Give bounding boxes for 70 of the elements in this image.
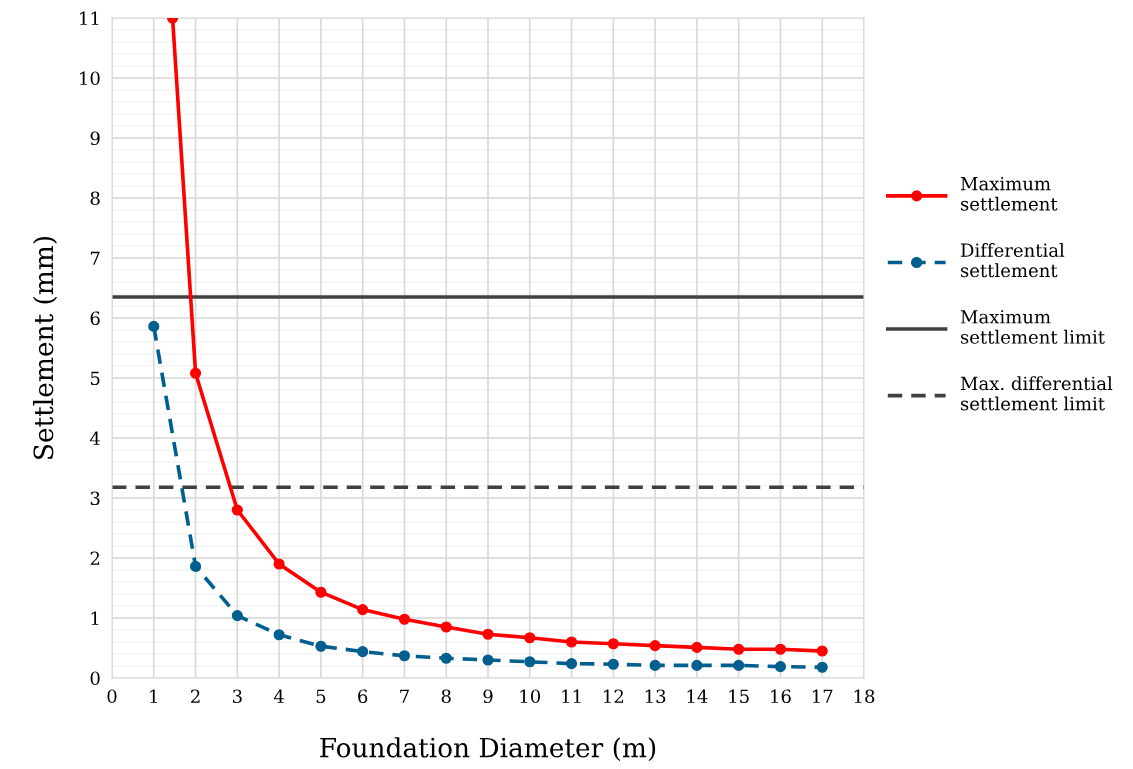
point (607, 638, 619, 650)
point (398, 650, 411, 662)
point (524, 632, 536, 644)
point (482, 654, 494, 666)
y-tick-label: 11 (80, 11, 99, 25)
point (482, 628, 494, 640)
y-tick-label: 8 (90, 191, 100, 206)
point (733, 659, 745, 671)
x-tick-label: 16 (771, 689, 791, 704)
point (231, 610, 243, 622)
x-tick-label: 17 (812, 689, 833, 703)
point (398, 613, 411, 625)
point (565, 636, 578, 648)
x-tick-label: 8 (441, 689, 451, 704)
x-tick-label: 3 (232, 689, 242, 704)
y-tick-label: 3 (90, 491, 100, 506)
point (691, 641, 703, 653)
y-tick-label: 5 (90, 371, 100, 386)
x-tick-label: 0 (107, 689, 117, 704)
y-tick-label: 7 (90, 251, 100, 265)
point (189, 367, 202, 379)
x-tick-label: 13 (645, 689, 666, 704)
point (565, 658, 578, 670)
x-tick-label: 12 (604, 689, 624, 703)
point (189, 560, 202, 572)
point (691, 659, 703, 671)
x-tick-label: 6 (358, 689, 368, 704)
y-tick-label: 6 (90, 311, 100, 326)
x-tick-label: 2 (191, 689, 200, 703)
point (148, 320, 160, 332)
point (357, 646, 369, 658)
legend-label: Max. differential settlement limit (960, 376, 1113, 411)
y-tick-label: 0 (90, 671, 100, 686)
point (440, 652, 452, 664)
x-tick-label: 7 (400, 689, 409, 703)
point (607, 658, 619, 670)
x-tick-label: 15 (729, 689, 749, 704)
y-tick-label: 4 (89, 431, 100, 445)
y-tick-label: 9 (90, 131, 100, 146)
x-tick-label: 10 (520, 689, 541, 704)
y-tick-label: 1 (91, 611, 99, 625)
point (231, 504, 243, 516)
point (774, 643, 787, 655)
point (440, 621, 452, 633)
point (315, 640, 327, 652)
point (733, 643, 745, 655)
legend-label: Differential settlement (960, 243, 1065, 278)
point (273, 629, 285, 641)
point (649, 640, 661, 652)
point (357, 604, 369, 616)
point (273, 558, 285, 570)
x-tick-label: 1 (150, 689, 157, 703)
x-tick-label: 11 (562, 689, 581, 703)
legend-label: Maximum settlement (960, 176, 1058, 211)
x-axis-title: Foundation Diameter (m) (320, 737, 656, 762)
point (816, 645, 828, 657)
y-tick-label: 2 (90, 551, 100, 565)
legend-label: Maximum settlement limit (960, 310, 1105, 344)
point (816, 661, 828, 673)
x-tick-label: 18 (854, 689, 875, 704)
point (649, 659, 661, 671)
point (774, 661, 787, 673)
y-axis-title: Settlement (mm) (32, 236, 58, 459)
point (315, 586, 327, 598)
x-tick-label: 5 (316, 689, 326, 704)
x-tick-label: 4 (273, 689, 284, 703)
x-tick-label: 9 (483, 689, 493, 704)
x-tick-label: 14 (687, 689, 708, 703)
point (524, 656, 536, 668)
y-tick-label: 10 (80, 71, 100, 86)
